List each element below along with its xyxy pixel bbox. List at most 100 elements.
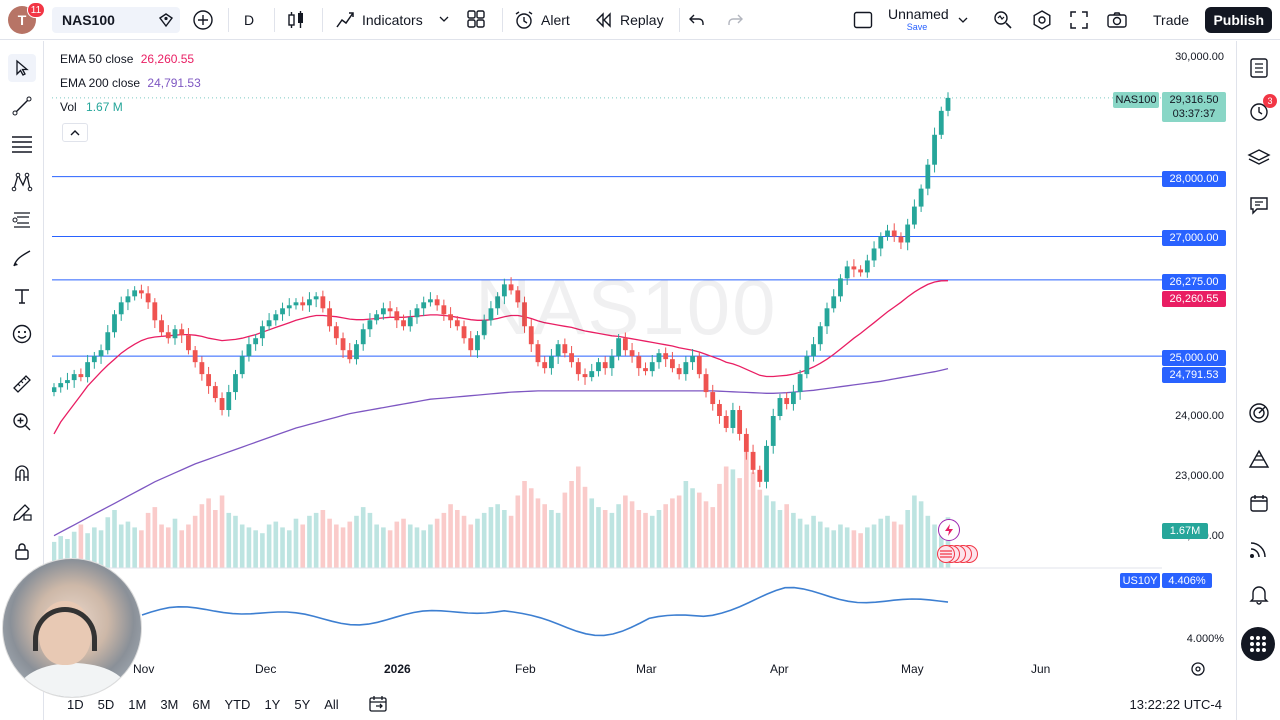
range-1y-button[interactable]: 1Y <box>264 696 281 712</box>
time-label: Mar <box>636 662 657 676</box>
volume-bar <box>703 501 709 568</box>
symbol-tag-icon <box>158 12 174 31</box>
publish-button[interactable]: Publish <box>1205 7 1272 33</box>
cursor-arrow-icon[interactable] <box>8 54 36 82</box>
clock-timezone[interactable]: 13:22:22 UTC-4 <box>1129 696 1223 712</box>
emoji-icon[interactable] <box>8 320 36 348</box>
candle-body <box>159 320 164 333</box>
alert-button[interactable]: Alert <box>505 0 578 40</box>
trade-button[interactable]: Trade <box>1153 12 1190 28</box>
range-5y-button[interactable]: 5Y <box>294 696 311 712</box>
volume-bar <box>340 527 346 568</box>
quick-search-icon[interactable] <box>992 9 1014 36</box>
volume-bar <box>327 518 332 568</box>
volume-tag: 1.67M <box>1162 523 1208 539</box>
candle-body <box>676 368 682 375</box>
candles-icon[interactable] <box>285 9 307 36</box>
candle-body <box>885 230 890 237</box>
trend-line-icon[interactable] <box>8 92 36 120</box>
collapse-legend-button[interactable] <box>62 123 88 142</box>
toolbar-separator <box>679 8 680 32</box>
camera-icon[interactable] <box>1106 10 1128 35</box>
time-axis[interactable]: Nov Dec 2026 Feb Mar Apr May Jun <box>52 655 1234 681</box>
interval-button[interactable]: D <box>244 12 255 28</box>
forecast-position-icon[interactable] <box>8 206 36 234</box>
price-axis[interactable]: 30,000.00 24,000.00 23,000.00 22,000.00 … <box>1162 41 1234 655</box>
zoom-in-icon[interactable] <box>8 408 36 436</box>
volume-legend[interactable]: Vol 1.67 M <box>60 100 123 114</box>
volume-bar <box>495 504 500 568</box>
candle-body <box>757 469 763 482</box>
candle-body <box>407 317 413 327</box>
magnet-icon[interactable] <box>8 459 36 487</box>
volume-bar <box>226 512 232 568</box>
alerts-clock-icon[interactable] <box>1245 97 1273 125</box>
undo-icon[interactable] <box>688 11 706 34</box>
pencil-lock-icon[interactable] <box>8 498 36 526</box>
notification-bell-icon[interactable] <box>1245 580 1273 608</box>
ruler-icon[interactable] <box>8 370 36 398</box>
range-6m-button[interactable]: 6M <box>192 696 211 712</box>
range-ytd-button[interactable]: YTD <box>224 696 251 712</box>
range-5d-button[interactable]: 5D <box>97 696 115 712</box>
range-1d-button[interactable]: 1D <box>67 696 84 712</box>
range-all-button[interactable]: All <box>324 696 339 712</box>
volume-bar <box>71 531 77 568</box>
lightning-event-icon[interactable] <box>938 519 960 541</box>
go-to-date-icon[interactable] <box>368 695 388 713</box>
candle-body <box>461 326 467 339</box>
calendar-icon[interactable] <box>1245 489 1273 517</box>
indicators-button[interactable]: Indicators <box>326 0 431 40</box>
layers-icon[interactable] <box>1245 144 1273 172</box>
us10y-symbol-tag: US10Y <box>1120 573 1160 588</box>
candle-body <box>481 320 487 336</box>
ema200-legend[interactable]: EMA 200 close 24,791.53 <box>60 76 201 90</box>
apps-grid-icon[interactable] <box>1241 627 1275 661</box>
broadcast-icon[interactable] <box>1245 535 1273 563</box>
volume-bar <box>199 504 205 568</box>
lock-icon[interactable] <box>8 537 36 565</box>
replay-button[interactable]: Replay <box>586 0 672 40</box>
volume-bar <box>596 507 601 568</box>
fib-levels-icon[interactable] <box>8 130 36 158</box>
range-3m-button[interactable]: 3M <box>160 696 179 712</box>
chat-icon[interactable] <box>1245 191 1273 219</box>
volume-bar <box>690 488 695 568</box>
layout-select-icon[interactable] <box>853 11 873 34</box>
volume-bar <box>239 524 245 568</box>
volume-bar <box>206 498 211 568</box>
candle-body <box>145 293 151 303</box>
target-icon[interactable] <box>1245 399 1273 427</box>
candle-body <box>844 266 850 279</box>
brush-icon[interactable] <box>8 244 36 272</box>
symbol-search-button[interactable]: NAS100 <box>52 7 180 33</box>
chevron-down-icon[interactable] <box>957 13 969 31</box>
redo-icon[interactable] <box>726 11 744 34</box>
ema50-price-tag: 26,260.55 <box>1162 291 1226 307</box>
volume-bar <box>165 527 171 568</box>
volume-bar <box>266 524 272 568</box>
volume-bar <box>85 533 90 568</box>
layout-name[interactable]: Unnamed Save <box>888 6 949 32</box>
volume-bar <box>696 492 702 568</box>
ema50-legend[interactable]: EMA 50 close 26,260.55 <box>60 52 194 66</box>
compare-symbol-icon[interactable] <box>192 9 214 36</box>
chevron-down-icon[interactable] <box>438 12 450 30</box>
candle-body <box>515 290 521 303</box>
range-1m-button[interactable]: 1M <box>128 696 147 712</box>
templates-grid-icon[interactable] <box>466 9 486 34</box>
price-chart[interactable] <box>52 41 1162 655</box>
pyramid-icon[interactable] <box>1245 445 1273 473</box>
candle-body <box>663 353 669 360</box>
volume-bar <box>918 501 924 568</box>
volume-bar <box>401 518 406 568</box>
fullscreen-icon[interactable] <box>1069 10 1089 35</box>
volume-bar <box>710 507 716 568</box>
time-axis-settings-icon[interactable] <box>1190 661 1206 682</box>
pattern-xabcd-icon[interactable] <box>8 168 36 196</box>
settings-gear-icon[interactable] <box>1031 9 1053 36</box>
watchlist-icon[interactable] <box>1245 54 1273 82</box>
economic-events-icon[interactable] <box>937 544 979 564</box>
text-tool-icon[interactable] <box>8 282 36 310</box>
candle-body <box>670 359 675 369</box>
